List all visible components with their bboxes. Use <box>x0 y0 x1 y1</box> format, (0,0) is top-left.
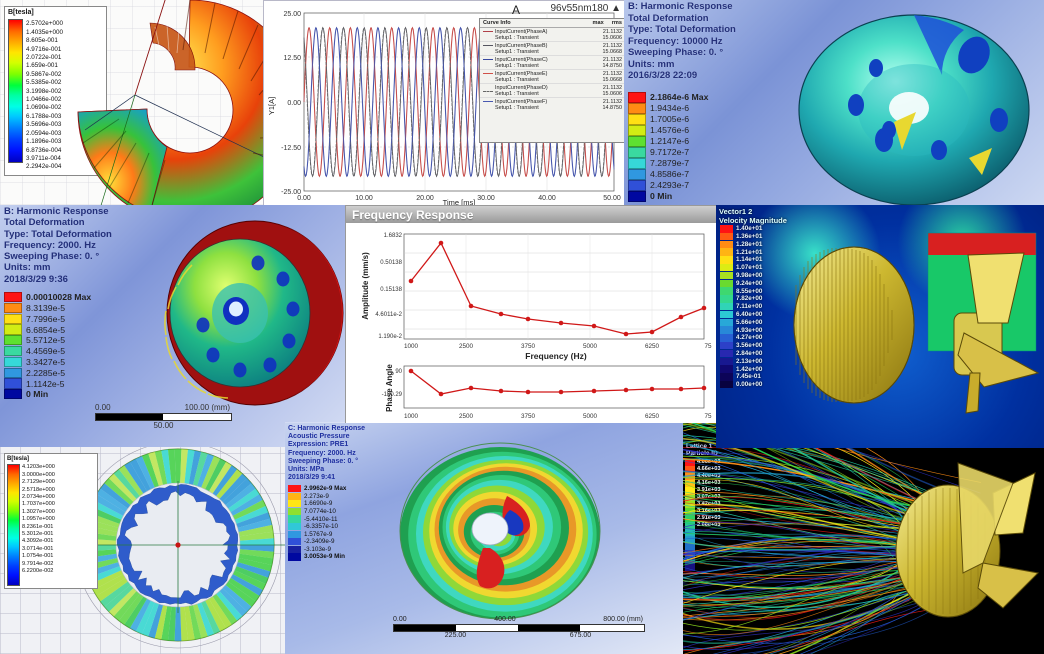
svg-text:0.00: 0.00 <box>297 195 311 202</box>
svg-text:5000: 5000 <box>583 413 598 420</box>
svg-text:1.190e-2: 1.190e-2 <box>378 334 402 340</box>
svg-text:1.6832: 1.6832 <box>384 233 403 239</box>
svg-text:25.00: 25.00 <box>283 11 301 18</box>
svg-text:4.6011e-2: 4.6011e-2 <box>375 312 402 318</box>
svg-text:12.50: 12.50 <box>283 55 301 62</box>
svg-text:0.50138: 0.50138 <box>380 260 402 266</box>
svg-text:3750: 3750 <box>521 343 536 350</box>
svg-text:1000: 1000 <box>404 343 419 350</box>
svg-text:20.00: 20.00 <box>416 195 434 202</box>
svg-text:-12.50: -12.50 <box>281 145 301 152</box>
svg-text:3750: 3750 <box>521 413 536 420</box>
svg-text:2500: 2500 <box>459 343 474 350</box>
svg-text:75: 75 <box>704 343 712 350</box>
svg-text:75: 75 <box>704 413 712 420</box>
svg-text:10.00: 10.00 <box>355 195 373 202</box>
svg-text:6250: 6250 <box>645 343 660 350</box>
svg-text:0.00: 0.00 <box>287 100 301 107</box>
svg-text:90: 90 <box>395 369 402 375</box>
svg-text:Frequency (Hz): Frequency (Hz) <box>525 351 587 361</box>
svg-text:1000: 1000 <box>404 413 419 420</box>
svg-text:5000: 5000 <box>583 343 598 350</box>
svg-text:0.15138: 0.15138 <box>380 287 402 293</box>
svg-text:50.00: 50.00 <box>603 195 621 202</box>
svg-text:30.00: 30.00 <box>477 195 495 202</box>
svg-text:6250: 6250 <box>645 413 660 420</box>
svg-text:Amplitude (mm/s): Amplitude (mm/s) <box>361 252 370 320</box>
svg-text:Y1[A]: Y1[A] <box>267 97 276 115</box>
svg-text:2500: 2500 <box>459 413 474 420</box>
svg-text:Phase Angle: Phase Angle <box>385 364 394 412</box>
svg-text:40.00: 40.00 <box>538 195 556 202</box>
